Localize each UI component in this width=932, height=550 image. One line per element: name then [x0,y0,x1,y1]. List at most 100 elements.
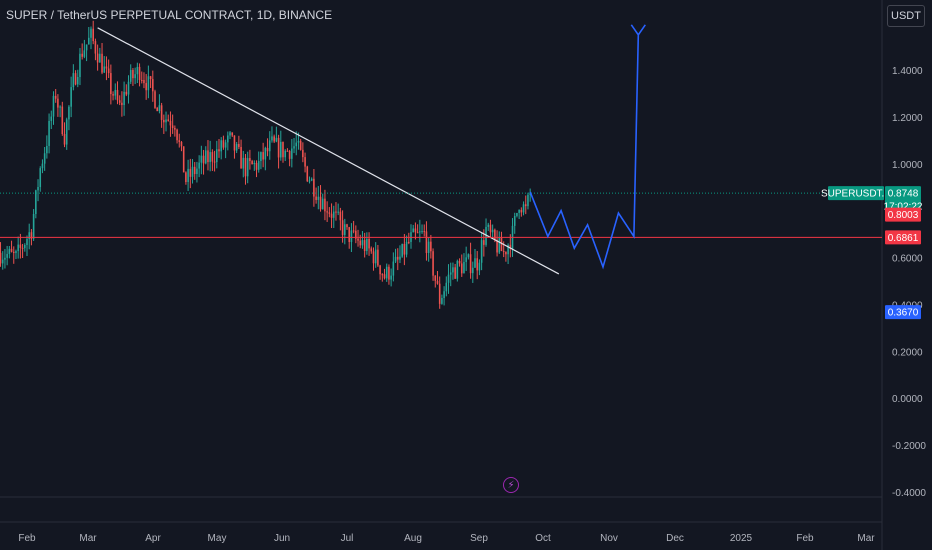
high-price-label-bg [885,207,921,222]
x-tick-label: Jun [274,533,290,544]
candle-body [357,238,359,241]
candle-body [54,95,57,99]
x-tick-label: Dec [666,533,684,544]
candle-body [180,141,183,147]
candle-body [456,260,459,279]
candle-body [149,76,152,80]
candle-body [399,256,401,260]
candle-body [46,145,48,154]
candle-body [321,198,324,210]
candle-body [478,262,481,271]
candle-body [222,140,225,148]
candle-body [63,134,66,145]
candle-body [167,119,170,121]
candle-body [57,98,59,108]
candle-body [127,81,130,95]
candle-body [343,224,346,235]
candle-body [96,53,99,63]
chart-title: SUPER / TetherUS PERPETUAL CONTRACT, 1D,… [6,8,333,22]
x-tick-label: May [208,533,227,544]
candle-body [233,135,236,151]
candle-body [500,237,503,251]
candle-body [436,280,439,284]
candle-body [15,251,17,254]
candle-body [513,215,516,226]
candle-body [200,155,203,163]
candle-body [59,106,61,108]
candle-body [21,247,24,249]
currency-button[interactable]: USDT [887,5,925,27]
y-tick-label: 0.2000 [892,347,923,358]
y-tick-label: 1.2000 [892,113,923,124]
candle-body [469,254,472,274]
candle-body [487,224,490,227]
candle-body [41,163,44,169]
candle-body [279,141,282,158]
candle-body [319,196,322,210]
candle-body [275,137,278,142]
candle-body [306,166,309,182]
candle-body [502,250,505,252]
candle-body [520,209,523,213]
candle-body [337,211,339,213]
candle-body [427,241,430,253]
candle-body [295,142,298,147]
candle-body [30,232,33,239]
candle-body [39,168,42,187]
candle-body [416,232,419,234]
candle-body [70,87,72,107]
candle-body [174,127,176,130]
candle-body [169,120,172,126]
candle-body [246,158,249,177]
candle-body [28,232,31,239]
candle-body [50,116,53,121]
x-tick-label: Sep [470,533,488,544]
candle-body [209,152,211,163]
lightning-icon[interactable]: ⚡ [503,477,519,493]
candle-body [419,231,421,233]
candle-body [238,143,240,147]
candle-body [460,263,463,274]
candle-body [463,261,465,274]
support-price-label-bg [885,230,921,245]
candle-body [207,150,209,163]
candle-body [215,149,218,163]
candle-body [90,28,92,38]
candle-body [264,147,267,160]
candle-body [165,119,167,123]
candle-body [425,231,428,253]
candle-body [430,241,432,252]
candle-body [315,196,317,200]
candle-body [138,66,141,81]
candle-body [341,220,344,235]
candle-body [434,275,437,281]
candle-body [213,161,216,163]
candle-body [1,259,4,264]
candle-body [123,91,125,106]
candle-body [381,274,384,276]
candle-body [443,291,445,298]
candle-body [282,141,284,158]
candle-body [178,140,181,142]
candle-body [220,140,223,152]
candle-body [310,178,313,181]
candle-body [85,44,88,51]
candle-body [302,149,304,158]
candle-body [458,260,461,264]
candle-body [262,152,264,160]
candle-body [324,198,326,212]
candle-body [273,136,275,142]
candle-body [454,267,456,279]
candle-body [445,282,448,292]
candle-body [339,211,342,221]
candle-body [385,266,388,279]
candle-body [346,224,348,228]
candle-body [140,80,143,82]
candle-body [0,252,2,264]
candle-body [189,168,192,177]
y-tick-label: -0.2000 [892,441,926,452]
candle-body [374,249,377,264]
candle-body [43,153,46,164]
candle-body [388,266,390,280]
